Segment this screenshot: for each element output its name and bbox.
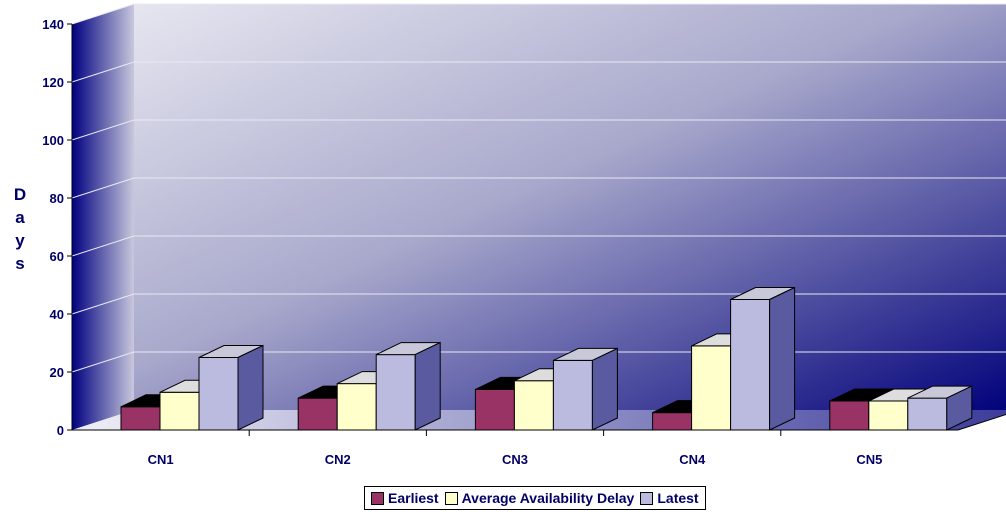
bar-front bbox=[474, 388, 515, 431]
y-tick-label: 140 bbox=[42, 17, 64, 32]
legend-label: Latest bbox=[657, 490, 699, 506]
y-axis-title-char: s bbox=[15, 254, 24, 273]
bars bbox=[120, 286, 973, 431]
bar-cn1-1 bbox=[159, 379, 225, 431]
bar-cn5-2 bbox=[907, 385, 973, 431]
bar-front bbox=[868, 400, 909, 431]
x-category-label: CN5 bbox=[856, 452, 882, 467]
legend-item: Latest bbox=[640, 490, 699, 506]
bar-side bbox=[769, 286, 796, 431]
bar-front bbox=[375, 354, 416, 431]
legend-label: Average Availability Delay bbox=[461, 490, 635, 506]
bar-front bbox=[730, 299, 771, 431]
gridline-side bbox=[71, 61, 135, 83]
legend-label: Earliest bbox=[388, 490, 439, 506]
y-tick-label: 20 bbox=[50, 365, 64, 380]
bar-front bbox=[159, 391, 200, 431]
x-category-label: CN3 bbox=[502, 452, 528, 467]
bar-cn3-2 bbox=[552, 347, 618, 431]
bar-front bbox=[513, 380, 554, 431]
side-wall bbox=[72, 4, 134, 430]
bar-front bbox=[652, 412, 693, 431]
y-axis-title-char: a bbox=[15, 208, 25, 227]
bar-cn3-1 bbox=[513, 368, 579, 431]
floor-edge bbox=[957, 413, 1006, 431]
bar-side bbox=[946, 385, 973, 431]
gridlines bbox=[71, 3, 1006, 373]
gridline-side bbox=[71, 351, 135, 373]
x-category-label: CN4 bbox=[679, 452, 706, 467]
bar-cn2-2 bbox=[375, 341, 441, 431]
bar-side bbox=[414, 341, 441, 431]
y-tick-label: 80 bbox=[50, 191, 64, 206]
legend-swatch bbox=[640, 491, 654, 505]
bar-side bbox=[591, 347, 618, 431]
gridline-side bbox=[71, 119, 135, 141]
axis-labels: 0 20 40 60 80 100 120 140 CN1 CN2 CN3 CN4 CN5 bbox=[42, 17, 882, 467]
bar-cn4-2 bbox=[730, 286, 796, 431]
y-tick-label: 60 bbox=[50, 249, 64, 264]
y-axis-title-char: y bbox=[15, 231, 25, 250]
bar-front bbox=[907, 397, 948, 431]
y-tick-label: 100 bbox=[42, 133, 64, 148]
bar-cn1-2 bbox=[198, 344, 264, 431]
x-category-label: CN2 bbox=[325, 452, 351, 467]
y-axis-title-char: D bbox=[14, 185, 26, 204]
legend: Earliest Average Availability Delay Latest bbox=[364, 486, 706, 510]
bar-front bbox=[198, 357, 239, 431]
legend-swatch bbox=[371, 491, 384, 505]
bar-front bbox=[552, 359, 593, 431]
legend-item: Average Availability Delay bbox=[444, 490, 635, 506]
bar-cn4-1 bbox=[691, 333, 756, 431]
bar-side bbox=[237, 344, 264, 431]
gridline-side bbox=[71, 3, 135, 25]
y-tick-label: 0 bbox=[57, 423, 64, 438]
back-wall bbox=[134, 4, 1006, 410]
x-category-label: CN1 bbox=[148, 452, 174, 467]
gridline-side bbox=[71, 177, 135, 199]
gridline-side bbox=[71, 293, 135, 315]
bar-front bbox=[829, 400, 870, 431]
bar-front bbox=[691, 345, 732, 431]
y-tick-label: 120 bbox=[42, 75, 64, 90]
bar-front bbox=[297, 397, 338, 431]
bar-front bbox=[336, 383, 377, 431]
gridline-side bbox=[71, 235, 135, 257]
bar-cn5-1 bbox=[868, 388, 934, 431]
bar-front bbox=[120, 406, 161, 431]
y-tick-label: 40 bbox=[50, 307, 64, 322]
legend-item: Earliest bbox=[371, 490, 439, 506]
legend-swatch bbox=[444, 491, 458, 505]
